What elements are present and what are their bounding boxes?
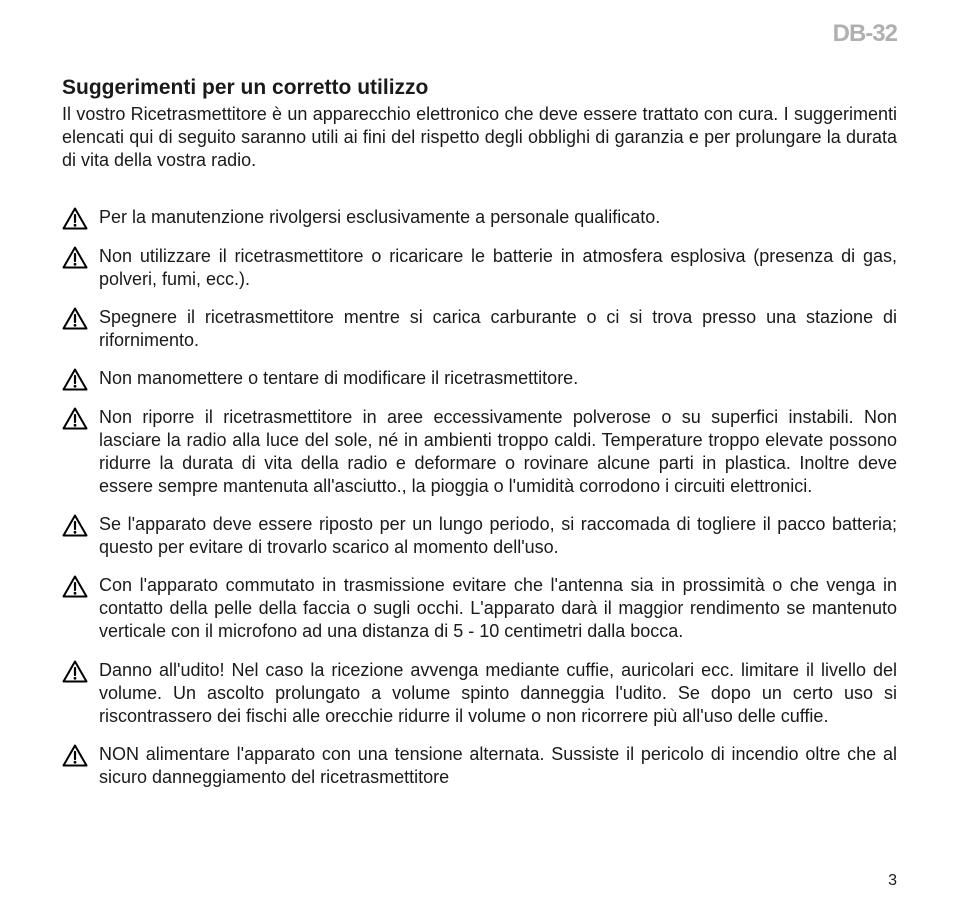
warning-triangle-icon xyxy=(62,744,88,767)
warning-triangle-icon xyxy=(62,307,88,330)
warning-item: NON alimentare l'apparato con una tensio… xyxy=(62,743,897,789)
warning-item: Non utilizzare il ricetrasmettitore o ri… xyxy=(62,245,897,291)
warning-text: Spegnere il ricetrasmettitore mentre si … xyxy=(99,306,897,352)
warning-text: Danno all'udito! Nel caso la ricezione a… xyxy=(99,659,897,728)
warning-text: Per la manutenzione rivolgersi esclusiva… xyxy=(99,206,897,229)
section-title: Suggerimenti per un corretto utilizzo xyxy=(62,76,897,100)
warning-text: Non riporre il ricetrasmettitore in aree… xyxy=(99,406,897,498)
warning-item: Se l'apparato deve essere riposto per un… xyxy=(62,513,897,559)
warning-triangle-icon xyxy=(62,660,88,683)
page-number: 3 xyxy=(888,872,897,890)
intro-paragraph: Il vostro Ricetrasmettitore è un apparec… xyxy=(62,103,897,172)
warning-text: Se l'apparato deve essere riposto per un… xyxy=(99,513,897,559)
warning-triangle-icon xyxy=(62,575,88,598)
warning-item: Non riporre il ricetrasmettitore in aree… xyxy=(62,406,897,498)
warning-item: Spegnere il ricetrasmettitore mentre si … xyxy=(62,306,897,352)
warning-text: Con l'apparato commutato in trasmissione… xyxy=(99,574,897,643)
warning-triangle-icon xyxy=(62,246,88,269)
warning-triangle-icon xyxy=(62,407,88,430)
warning-text: NON alimentare l'apparato con una tensio… xyxy=(99,743,897,789)
warning-triangle-icon xyxy=(62,207,88,230)
warning-item: Non manomettere o tentare di modificare … xyxy=(62,367,897,391)
brand-label: DB-32 xyxy=(62,20,897,48)
warning-item: Con l'apparato commutato in trasmissione… xyxy=(62,574,897,643)
warning-item: Danno all'udito! Nel caso la ricezione a… xyxy=(62,659,897,728)
warning-text: Non manomettere o tentare di modificare … xyxy=(99,367,897,390)
warning-triangle-icon xyxy=(62,368,88,391)
warning-triangle-icon xyxy=(62,514,88,537)
warning-text: Non utilizzare il ricetrasmettitore o ri… xyxy=(99,245,897,291)
warning-list: Per la manutenzione rivolgersi esclusiva… xyxy=(62,206,897,789)
warning-item: Per la manutenzione rivolgersi esclusiva… xyxy=(62,206,897,230)
